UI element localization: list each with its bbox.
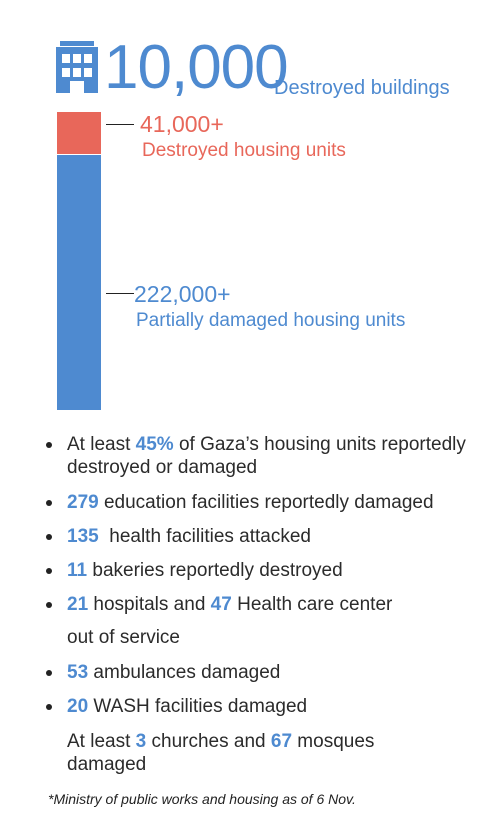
stat-number: 279 <box>67 492 99 513</box>
building-icon <box>56 41 98 98</box>
bullet-hospitals-line2: out of service <box>67 627 180 648</box>
bullet-dot <box>46 500 52 506</box>
religious-sites-line2: damaged <box>67 754 147 775</box>
destroyed-leader-line <box>106 124 134 125</box>
destroyed-housing-bar-segment <box>57 112 101 154</box>
total-buildings-value: 10,000 <box>104 33 289 102</box>
partial-housing-value: 222,000+ <box>134 281 231 307</box>
stat-number: 20 <box>67 696 89 717</box>
partially-damaged-bar-segment <box>57 155 101 410</box>
bullet-dot <box>46 704 52 710</box>
bullet-dot <box>46 568 52 574</box>
destroyed-housing-label: Destroyed housing units <box>142 140 346 161</box>
stat-number: 47 <box>210 594 232 615</box>
bullet-dot <box>46 442 52 448</box>
stat-number: 53 <box>67 662 89 683</box>
source-footnote: *Ministry of public works and housing as… <box>48 791 356 807</box>
stat-number: 21 <box>67 594 89 615</box>
bullet-dot <box>46 602 52 608</box>
stat-number: 135 <box>67 526 99 547</box>
religious-sites-text: At least 3 churches and 67 mosques <box>67 731 375 752</box>
bullet-dot <box>46 670 52 676</box>
bullet-dot <box>46 534 52 540</box>
partial-housing-label: Partially damaged housing units <box>136 310 406 331</box>
stat-number: 11 <box>67 560 88 581</box>
partial-leader-line <box>106 293 134 294</box>
stat-number: 3 <box>135 731 147 752</box>
stat-number: 45% <box>135 434 174 455</box>
destroyed-housing-value: 41,000+ <box>140 111 224 137</box>
stat-number: 67 <box>270 731 293 752</box>
total-buildings-label: Destroyed buildings <box>274 77 450 99</box>
